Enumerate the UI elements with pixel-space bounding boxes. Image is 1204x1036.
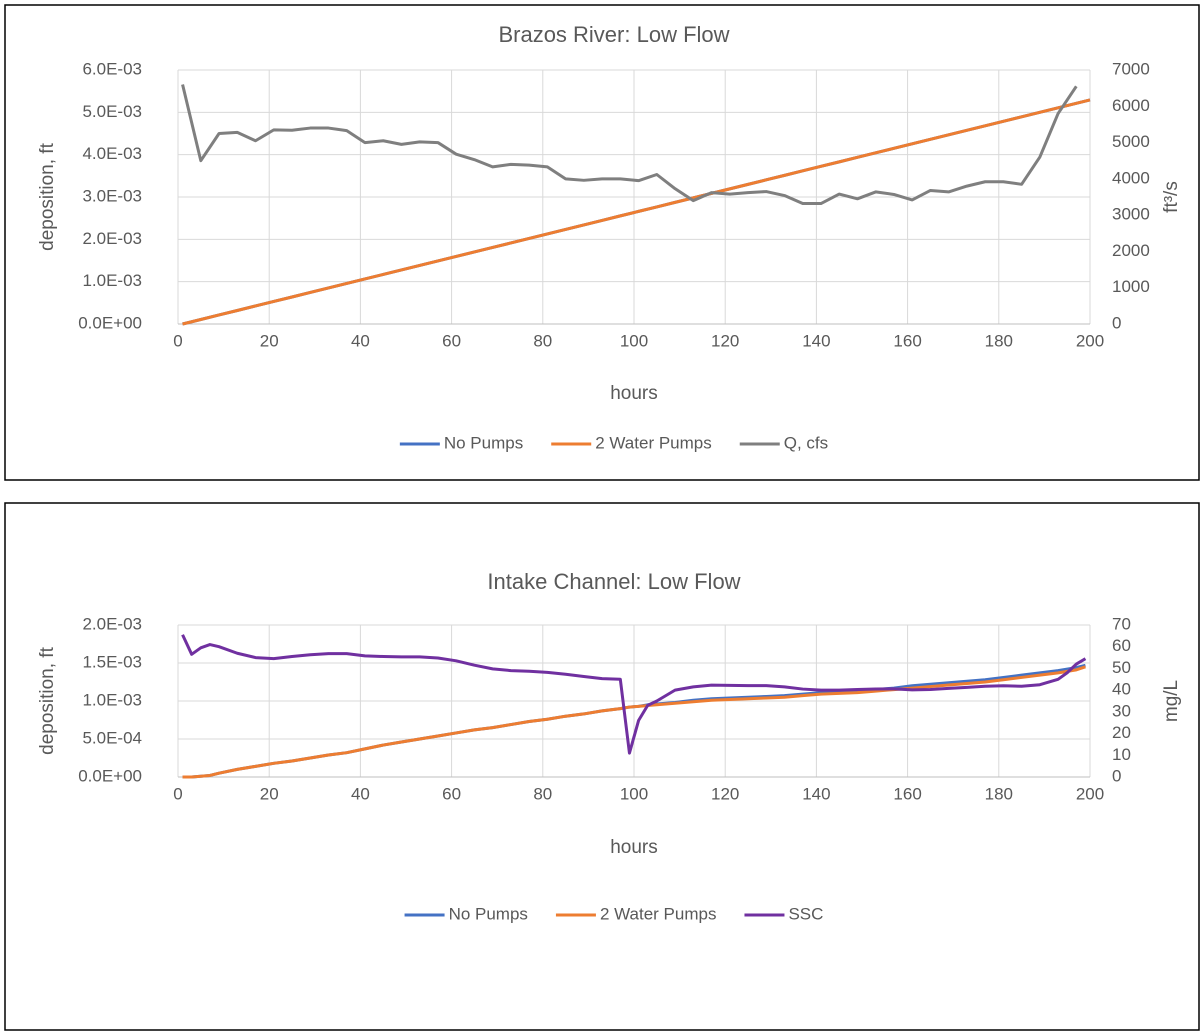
chart-frame — [4, 502, 1200, 1031]
y-tick-label: 1.0E-03 — [82, 690, 142, 709]
y2-tick-label: 5000 — [1112, 132, 1150, 151]
y2-tick-label: 1000 — [1112, 277, 1150, 296]
y2-axis-label: ft³/s — [1161, 181, 1182, 213]
x-tick-label: 100 — [620, 331, 648, 350]
chart-frame — [4, 4, 1200, 481]
x-tick-label: 80 — [533, 331, 552, 350]
x-tick-label: 0 — [173, 331, 182, 350]
y-tick-label: 5.0E-03 — [82, 102, 142, 121]
y2-tick-label: 0 — [1112, 313, 1121, 332]
y-tick-label: 0.0E+00 — [78, 766, 142, 785]
x-tick-label: 60 — [442, 784, 461, 803]
x-tick-label: 140 — [802, 784, 830, 803]
x-tick-label: 140 — [802, 331, 830, 350]
y-tick-label: 6.0E-03 — [82, 59, 142, 78]
y2-tick-label: 10 — [1112, 745, 1131, 764]
x-axis-label: hours — [610, 837, 658, 858]
x-tick-label: 20 — [260, 331, 279, 350]
x-tick-label: 80 — [533, 784, 552, 803]
x-tick-label: 120 — [711, 331, 739, 350]
y-tick-label: 5.0E-04 — [82, 728, 142, 747]
legend-label: No Pumps — [449, 904, 528, 923]
y2-tick-label: 7000 — [1112, 59, 1150, 78]
x-tick-label: 60 — [442, 331, 461, 350]
chart-title: Brazos River: Low Flow — [498, 22, 729, 47]
x-tick-label: 200 — [1076, 784, 1104, 803]
y-tick-label: 2.0E-03 — [82, 229, 142, 248]
y-tick-label: 0.0E+00 — [78, 313, 142, 332]
y2-tick-label: 20 — [1112, 723, 1131, 742]
y2-tick-label: 60 — [1112, 636, 1131, 655]
legend-label: SSC — [788, 904, 823, 923]
y2-tick-label: 30 — [1112, 701, 1131, 720]
x-tick-label: 40 — [351, 784, 370, 803]
y2-tick-label: 50 — [1112, 658, 1131, 677]
x-tick-label: 40 — [351, 331, 370, 350]
x-tick-label: 120 — [711, 784, 739, 803]
y-tick-label: 2.0E-03 — [82, 614, 142, 633]
series-line — [181, 634, 1087, 755]
y-tick-label: 4.0E-03 — [82, 144, 142, 163]
y2-axis-label: mg/L — [1161, 680, 1182, 722]
x-tick-label: 200 — [1076, 331, 1104, 350]
y2-tick-label: 40 — [1112, 680, 1131, 699]
y-tick-label: 1.5E-03 — [82, 652, 142, 671]
legend-label: No Pumps — [444, 433, 523, 452]
x-tick-label: 160 — [893, 784, 921, 803]
x-tick-label: 100 — [620, 784, 648, 803]
x-tick-label: 20 — [260, 784, 279, 803]
chart-title: Intake Channel: Low Flow — [487, 569, 740, 594]
y-axis-label: deposition, ft — [37, 142, 58, 250]
series-line — [181, 84, 1078, 206]
y2-tick-label: 2000 — [1112, 241, 1150, 260]
x-tick-label: 180 — [985, 784, 1013, 803]
x-tick-label: 160 — [893, 331, 921, 350]
x-axis-label: hours — [610, 383, 658, 404]
y-tick-label: 3.0E-03 — [82, 186, 142, 205]
y2-tick-label: 4000 — [1112, 168, 1150, 187]
legend-label: 2 Water Pumps — [600, 904, 717, 923]
y-axis-label: deposition, ft — [37, 646, 58, 754]
series-line — [182, 98, 1091, 326]
x-tick-label: 180 — [985, 331, 1013, 350]
y2-tick-label: 6000 — [1112, 96, 1150, 115]
x-tick-label: 0 — [173, 784, 182, 803]
y2-tick-label: 70 — [1112, 614, 1131, 633]
legend-label: 2 Water Pumps — [595, 433, 712, 452]
series-line — [182, 665, 1086, 779]
y2-tick-label: 0 — [1112, 766, 1121, 785]
y-tick-label: 1.0E-03 — [82, 271, 142, 290]
legend-label: Q, cfs — [784, 433, 828, 452]
y2-tick-label: 3000 — [1112, 205, 1150, 224]
